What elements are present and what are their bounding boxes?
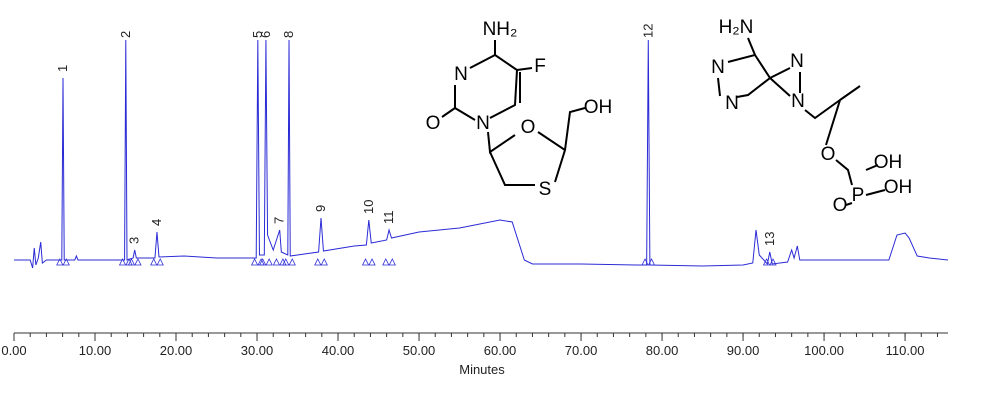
x-tick-label: 40.00 xyxy=(322,343,355,358)
integration-marker xyxy=(388,258,396,266)
atom-label: O xyxy=(426,113,441,134)
x-tick-label: 50.00 xyxy=(403,343,436,358)
peak-label: 5 xyxy=(250,31,265,38)
x-tick-label: 70.00 xyxy=(565,343,598,358)
x-tick-label: 10.00 xyxy=(79,343,112,358)
peak-label: 1 xyxy=(55,65,70,72)
integration-marker xyxy=(314,258,322,266)
peak-label: 7 xyxy=(272,217,287,224)
x-tick-label: 30.00 xyxy=(241,343,274,358)
integration-marker xyxy=(156,258,164,266)
peak-label: 13 xyxy=(762,232,777,246)
integration-marker xyxy=(62,258,70,266)
x-tick-label: 80.00 xyxy=(646,343,679,358)
atom-label: OH xyxy=(884,177,913,198)
atom-label: N xyxy=(790,51,804,72)
integration-marker xyxy=(647,258,656,266)
integration-marker xyxy=(288,258,296,266)
peak-label: 8 xyxy=(281,31,296,38)
bond xyxy=(717,37,886,206)
peak-label: 4 xyxy=(149,219,164,226)
peak-label: 12 xyxy=(640,24,655,38)
integration-marker xyxy=(56,258,64,266)
integration-marker xyxy=(118,258,127,266)
integration-marker xyxy=(134,258,142,266)
x-tick-label: 60.00 xyxy=(484,343,517,358)
structure-1: NH₂ N F O N O OH S xyxy=(426,19,613,200)
atom-label: S xyxy=(539,179,552,200)
integration-marker xyxy=(769,258,777,266)
integration-marker xyxy=(250,258,259,266)
atom-label: N xyxy=(791,91,805,112)
trace xyxy=(14,39,949,269)
x-tick-label: 20.00 xyxy=(160,343,193,358)
atom-label: N xyxy=(476,113,490,134)
x-tick-label: 110.00 xyxy=(886,343,925,358)
peak-label: 9 xyxy=(313,205,328,212)
atom-label: NH₂ xyxy=(483,19,518,40)
atom-label: F xyxy=(534,56,546,77)
atom-label: P xyxy=(852,185,865,206)
peak-label: 3 xyxy=(127,237,142,244)
atom-label: N xyxy=(725,93,739,114)
structure-2: H₂N N N N N O P OH OH O xyxy=(711,17,912,216)
atom-label: OH xyxy=(584,97,613,118)
integration-marker xyxy=(361,258,370,266)
integration-marker xyxy=(265,258,273,266)
peak-label: 11 xyxy=(381,211,396,225)
atom-label: O xyxy=(521,117,536,138)
integration-marker xyxy=(259,258,267,266)
atom-label: O xyxy=(821,144,836,165)
integration-marker xyxy=(150,258,158,266)
peak-label: 10 xyxy=(361,200,376,214)
integration-marker xyxy=(382,258,390,266)
x-axis-title: Minutes xyxy=(459,362,505,377)
atom-label: H₂N xyxy=(719,17,754,38)
integration-marker xyxy=(320,258,328,266)
bond xyxy=(441,40,586,186)
peak-label: 2 xyxy=(118,31,133,38)
peak-label: 6 xyxy=(258,31,273,38)
integration-marker xyxy=(272,258,281,266)
integration-marker xyxy=(282,258,290,266)
atom-label: N xyxy=(711,57,725,78)
integration-marker xyxy=(368,258,376,266)
atom-label: OH xyxy=(874,152,903,173)
integration-marker xyxy=(762,258,771,266)
x-tick-label: 90.00 xyxy=(727,343,760,358)
integration-marker xyxy=(127,258,136,266)
x-tick-label: 100.00 xyxy=(804,343,844,358)
x-tick-label: 0.00 xyxy=(1,343,26,358)
atom-label: N xyxy=(454,64,468,85)
atom-label: O xyxy=(833,195,848,216)
integration-marker xyxy=(641,258,649,266)
